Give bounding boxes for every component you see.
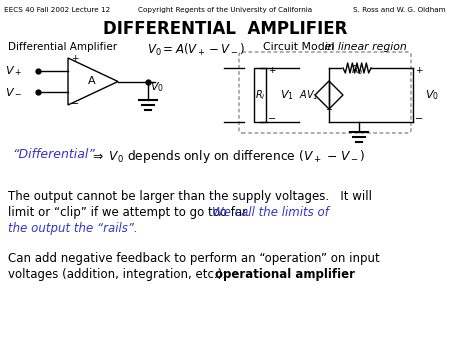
Text: limit or “clip” if we attempt to go too far.: limit or “clip” if we attempt to go too … bbox=[8, 206, 257, 219]
Text: Circuit Model: Circuit Model bbox=[263, 42, 334, 52]
Bar bbox=[254, 68, 266, 122]
Text: $\Rightarrow$ $V_0$ depends only on difference ($V_+$ $-$ $V_-$): $\Rightarrow$ $V_0$ depends only on diff… bbox=[90, 148, 365, 165]
Text: $V_-$: $V_-$ bbox=[5, 87, 22, 97]
Text: $R_i$: $R_i$ bbox=[255, 88, 266, 102]
Text: S. Ross and W. G. Oldham: S. Ross and W. G. Oldham bbox=[353, 7, 446, 13]
Text: +: + bbox=[415, 66, 423, 75]
Text: in linear region: in linear region bbox=[321, 42, 407, 52]
Text: Differential Amplifier: Differential Amplifier bbox=[8, 42, 117, 52]
Text: “Differential”: “Differential” bbox=[12, 148, 95, 161]
Text: Copyright Regents of the University of California: Copyright Regents of the University of C… bbox=[138, 7, 312, 13]
Text: The output cannot be larger than the supply voltages.   It will: The output cannot be larger than the sup… bbox=[8, 190, 372, 203]
Text: voltages (addition, integration, etc.):: voltages (addition, integration, etc.): bbox=[8, 268, 234, 281]
Text: A: A bbox=[88, 76, 96, 87]
Text: EECS 40 Fall 2002 Lecture 12: EECS 40 Fall 2002 Lecture 12 bbox=[4, 7, 110, 13]
Text: +: + bbox=[71, 54, 78, 63]
Text: $V_+$: $V_+$ bbox=[5, 64, 22, 78]
Text: $R_o$: $R_o$ bbox=[351, 63, 363, 77]
Text: DIFFERENTIAL  AMPLIFIER: DIFFERENTIAL AMPLIFIER bbox=[103, 20, 347, 38]
Text: +: + bbox=[325, 105, 333, 114]
Text: the output the “rails”.: the output the “rails”. bbox=[8, 222, 138, 235]
Text: operational amplifier: operational amplifier bbox=[215, 268, 355, 281]
Text: +: + bbox=[268, 66, 275, 75]
Text: We call the limits of: We call the limits of bbox=[212, 206, 329, 219]
Text: $V_0$: $V_0$ bbox=[425, 88, 439, 102]
Text: −: − bbox=[268, 114, 276, 124]
Text: Can add negative feedback to perform an “operation” on input: Can add negative feedback to perform an … bbox=[8, 252, 380, 265]
Text: $AV_1$: $AV_1$ bbox=[299, 88, 319, 102]
Text: $V_0$: $V_0$ bbox=[150, 81, 164, 95]
Text: −: − bbox=[415, 114, 423, 124]
Text: $V_1$: $V_1$ bbox=[280, 88, 294, 102]
Text: −: − bbox=[71, 99, 79, 109]
Text: $V_0 = A(V_+ - V_-)$: $V_0 = A(V_+ - V_-)$ bbox=[147, 42, 245, 58]
